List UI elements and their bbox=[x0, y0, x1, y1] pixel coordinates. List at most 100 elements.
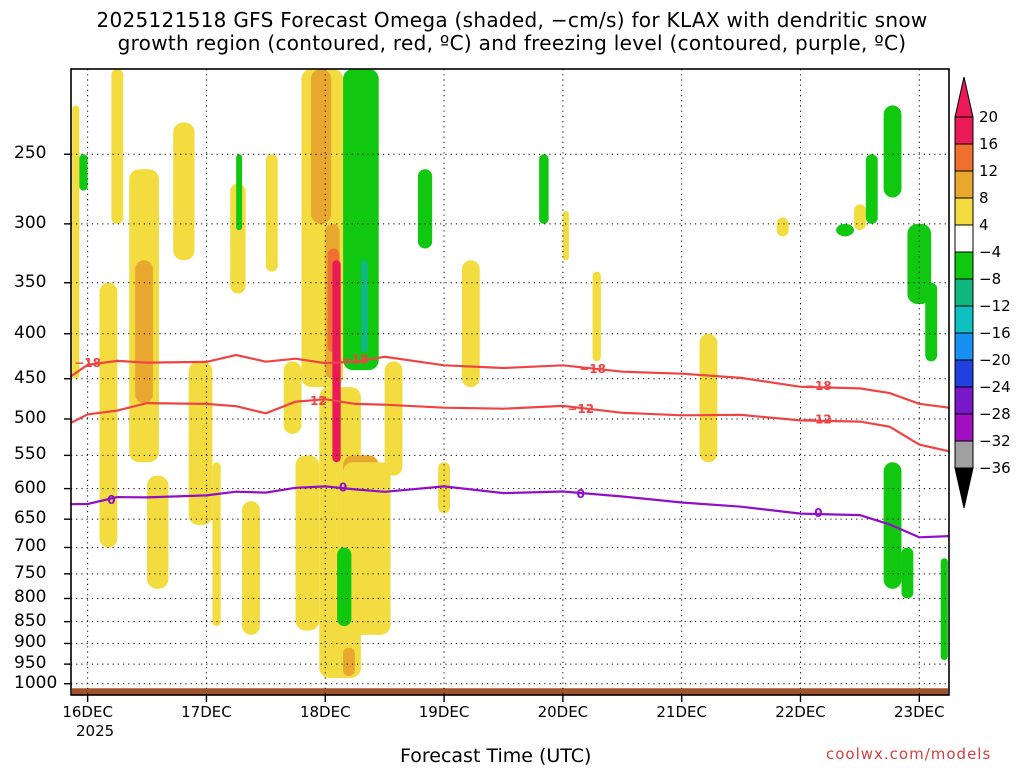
x-tick-label: 23DEC bbox=[894, 703, 945, 721]
omega-region bbox=[925, 282, 938, 362]
contour-lines: −18 −18 −18 −18 −12 −12 −12 0 0 0 0 bbox=[71, 353, 949, 539]
omega-region bbox=[836, 223, 854, 237]
omega-region bbox=[883, 105, 902, 198]
x-tick-label: 16DEC bbox=[62, 703, 113, 721]
x-axis-title: Forecast Time (UTC) bbox=[400, 745, 592, 767]
omega-shading bbox=[72, 69, 948, 678]
omega-region bbox=[539, 154, 549, 224]
omega-region bbox=[461, 260, 480, 388]
omega-region bbox=[907, 223, 932, 304]
x-tick-label: 18DEC bbox=[299, 703, 351, 721]
y-tick-label: 500 bbox=[14, 407, 47, 428]
omega-region bbox=[343, 462, 391, 635]
plot-frame bbox=[70, 68, 950, 696]
colorbar-swatch bbox=[954, 170, 974, 199]
x-axis-year-label: 2025 bbox=[76, 722, 115, 740]
contour-label: −18 bbox=[579, 362, 606, 376]
colorbar-label: −28 bbox=[979, 405, 1011, 423]
omega-region bbox=[99, 282, 118, 548]
colorbar-label: −16 bbox=[979, 324, 1011, 342]
colorbar-swatch bbox=[954, 440, 974, 469]
omega-region bbox=[438, 462, 451, 514]
contour-line bbox=[71, 485, 949, 539]
contour-label: −12 bbox=[805, 413, 832, 427]
colorbar-top-arrow bbox=[954, 76, 974, 118]
contour-line bbox=[71, 398, 949, 453]
colorbar-bottom-arrow bbox=[954, 467, 974, 509]
omega-region bbox=[265, 154, 278, 272]
contour-label: 0 bbox=[107, 493, 115, 507]
colorbar-label: 12 bbox=[979, 162, 999, 180]
colorbar-label: 4 bbox=[979, 216, 989, 234]
omega-region bbox=[853, 204, 866, 231]
axis-ticks bbox=[64, 153, 920, 702]
omega-region bbox=[236, 154, 243, 231]
colorbar-label: −24 bbox=[979, 378, 1011, 396]
omega-region bbox=[111, 69, 124, 224]
contour-label: 0 bbox=[339, 480, 347, 494]
omega-region bbox=[79, 154, 88, 191]
y-tick-label: 1000 bbox=[14, 672, 58, 693]
y-tick-label: 700 bbox=[14, 536, 47, 557]
colorbar-swatch bbox=[954, 386, 974, 415]
source-credit: coolwx.com/models bbox=[826, 745, 992, 763]
y-tick-label: 350 bbox=[14, 271, 47, 292]
chart-title-line1: 2025121518 GFS Forecast Omega (shaded, −… bbox=[96, 8, 928, 32]
omega-region bbox=[337, 547, 352, 627]
colorbar-label: −36 bbox=[979, 459, 1011, 477]
omega-region bbox=[173, 122, 195, 261]
omega-region bbox=[212, 462, 221, 627]
y-tick-label: 300 bbox=[14, 212, 47, 233]
x-tick-label: 22DEC bbox=[775, 703, 826, 721]
x-tick-label: 21DEC bbox=[656, 703, 707, 721]
contour-label: −18 bbox=[74, 356, 101, 370]
colorbar-swatch bbox=[954, 197, 974, 226]
y-tick-label: 600 bbox=[14, 477, 47, 498]
omega-region bbox=[940, 558, 948, 661]
colorbar-swatch bbox=[954, 305, 974, 334]
omega-region bbox=[310, 69, 332, 224]
y-tick-label: 950 bbox=[14, 653, 47, 674]
contour-label: 0 bbox=[814, 506, 822, 520]
omega-region bbox=[295, 455, 320, 631]
contour-label: −18 bbox=[805, 379, 832, 393]
omega-region bbox=[343, 647, 355, 676]
omega-region bbox=[135, 260, 153, 404]
y-tick-label: 850 bbox=[14, 610, 47, 631]
omega-region bbox=[699, 333, 718, 463]
omega-region bbox=[343, 69, 379, 371]
y-tick-label: 450 bbox=[14, 367, 47, 388]
x-tick-label: 20DEC bbox=[537, 703, 589, 721]
colorbar-label: −32 bbox=[979, 432, 1011, 450]
colorbar-label: −20 bbox=[979, 351, 1011, 369]
contour-line bbox=[71, 353, 949, 409]
contour-label: −12 bbox=[567, 402, 594, 416]
y-tick-label: 650 bbox=[14, 508, 47, 529]
omega-region bbox=[776, 217, 789, 237]
contour-label: 0 bbox=[577, 487, 585, 501]
colorbar-label: 16 bbox=[979, 135, 999, 153]
colorbar-swatch bbox=[954, 278, 974, 307]
colorbar-label: 20 bbox=[979, 108, 999, 126]
colorbar-swatch bbox=[954, 251, 974, 280]
omega-region bbox=[332, 260, 341, 463]
colorbar-swatch bbox=[954, 359, 974, 388]
y-tick-label: 750 bbox=[14, 562, 47, 583]
y-tick-label: 800 bbox=[14, 587, 47, 608]
colorbar-swatch bbox=[954, 224, 974, 253]
colorbar-label: −4 bbox=[979, 243, 1002, 261]
colorbar-label: 8 bbox=[979, 189, 989, 207]
colorbar-swatch bbox=[954, 116, 974, 145]
omega-region bbox=[283, 361, 302, 434]
y-tick-label: 250 bbox=[14, 143, 47, 164]
omega-region bbox=[360, 260, 369, 353]
y-tick-label: 400 bbox=[14, 322, 47, 343]
chart-title-line2: growth region (contoured, red, ºC) and f… bbox=[117, 31, 907, 55]
grid-lines bbox=[71, 69, 949, 695]
ground-surface bbox=[72, 688, 948, 695]
omega-region bbox=[901, 547, 914, 599]
y-tick-label: 900 bbox=[14, 632, 47, 653]
ground-fill bbox=[72, 688, 948, 695]
colorbar-label: −12 bbox=[979, 297, 1011, 315]
